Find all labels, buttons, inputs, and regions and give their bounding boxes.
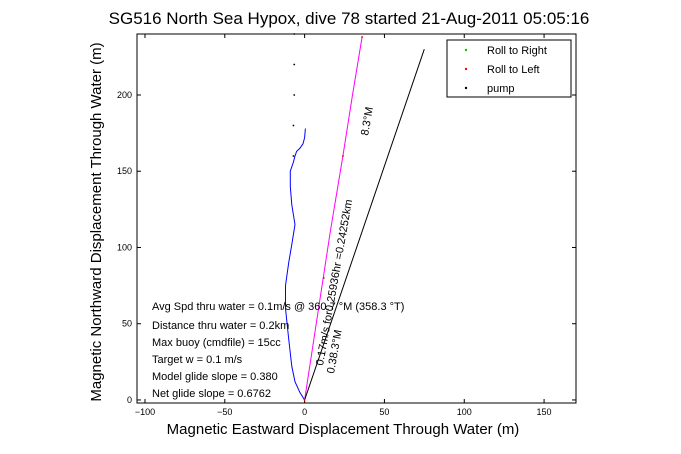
point-roll-to-left (342, 155, 344, 157)
legend-label-roll-left: Roll to Left (487, 64, 540, 76)
point-pump (292, 155, 295, 157)
x-tick-label: 0 (302, 407, 307, 417)
point-pump (292, 124, 295, 127)
legend-marker-pump (464, 86, 468, 90)
y-tick-label: 0 (127, 395, 132, 405)
point-roll-to-left (361, 36, 363, 38)
plot-area (136, 33, 577, 404)
annotation-net-glide: Net glide slope = 0.6762 (152, 388, 271, 400)
legend-marker-roll-right (464, 48, 468, 52)
y-tick-label: 100 (117, 242, 132, 252)
axis-ticks: −100 −50 0 50 100 150 0 50 100 150 200 (117, 34, 576, 417)
x-tick-label: −50 (217, 407, 232, 417)
annotation-target-w: Target w = 0.1 m/s (152, 354, 243, 366)
y-tick-label: 200 (117, 90, 132, 100)
rotated-heading-label-2: 0.38.3°M (325, 329, 344, 375)
legend-label-roll-right: Roll to Right (487, 45, 547, 57)
point-roll-to-left (303, 399, 306, 401)
chart-title: SG516 North Sea Hypox, dive 78 started 2… (109, 9, 590, 28)
x-tick-label: −100 (135, 407, 155, 417)
rotated-heading-label: 8.3°M (359, 106, 376, 137)
y-tick-label: 150 (117, 166, 132, 176)
legend-label-pump: pump (487, 83, 515, 95)
annotation-block: Avg Spd thru water = 0.1m/s @ 360.7 °M (… (152, 301, 404, 400)
line-track (285, 128, 306, 401)
legend: Roll to Right Roll to Left pump (446, 39, 572, 98)
point-pump (293, 63, 296, 66)
legend-box (446, 39, 572, 98)
point-pump (293, 94, 296, 96)
point-roll-to-left (322, 277, 325, 279)
x-tick-label: 100 (457, 407, 472, 417)
legend-marker-roll-left (464, 67, 468, 71)
annotation-max-buoy: Max buoy (cmdfile) = 15cc (152, 337, 281, 349)
annotation-avg-speed: Avg Spd thru water = 0.1m/s @ 360.7 °M (… (152, 301, 404, 313)
line-heading (304, 49, 425, 401)
x-tick-label: 50 (379, 407, 389, 417)
line-glide (304, 36, 363, 401)
y-axis-label: Magnetic Northward Displacement Through … (88, 42, 105, 401)
x-tick-label: 150 (537, 407, 552, 417)
x-axis-label: Magnetic Eastward Displacement Through W… (167, 421, 520, 438)
series-layer (285, 33, 425, 401)
annotation-model-glide: Model glide slope = 0.380 (152, 371, 278, 383)
annotation-distance: Distance thru water = 0.2km (152, 320, 289, 332)
y-tick-label: 50 (122, 319, 132, 329)
point-pump (293, 33, 296, 35)
